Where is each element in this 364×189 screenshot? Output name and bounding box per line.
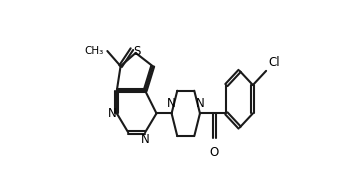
- Text: Cl: Cl: [268, 56, 280, 69]
- Text: N: N: [167, 97, 176, 110]
- Text: N: N: [108, 107, 116, 120]
- Text: N: N: [195, 97, 204, 110]
- Text: N: N: [141, 133, 150, 146]
- Text: CH₃: CH₃: [84, 46, 104, 56]
- Text: O: O: [210, 146, 219, 159]
- Text: S: S: [133, 46, 141, 58]
